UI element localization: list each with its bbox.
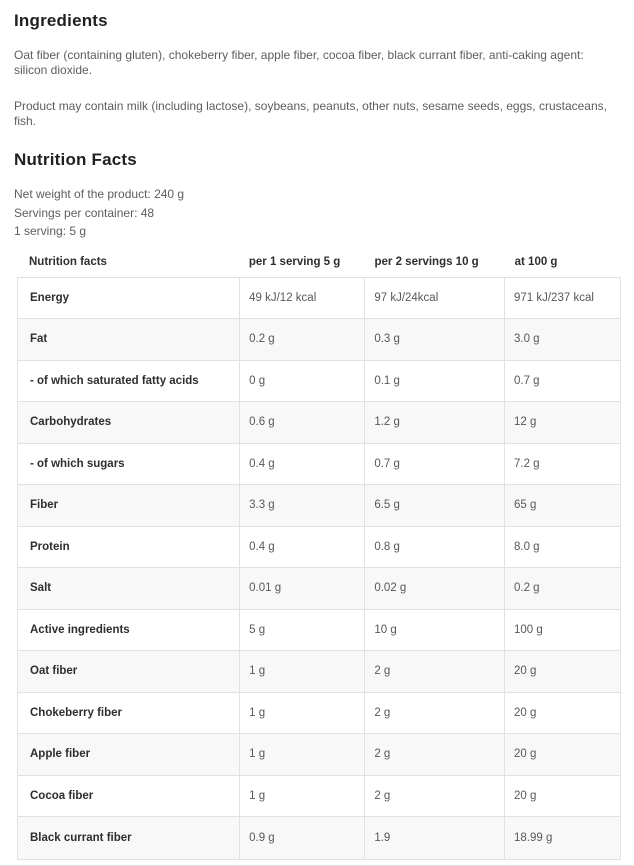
column-header-nutrition-facts: Nutrition facts: [29, 255, 107, 268]
nutrient-value-per-two-servings: 97 kJ/24kcal: [365, 277, 505, 318]
serving-info-block: Net weight of the product: 240 g Serving…: [14, 185, 620, 241]
nutrient-label: Energy: [18, 277, 241, 318]
nutrient-value-per-serving: 5 g: [240, 609, 366, 650]
nutrient-value-per-100g: 7.2 g: [513, 457, 540, 470]
serving-size-text: 1 serving: 5 g: [14, 224, 87, 238]
nutrient-value-per-two-servings: 0.02 g: [365, 568, 505, 609]
bottom-divider: [0, 864, 634, 866]
nutrient-value-per-two-servings: 0.7 g: [365, 443, 505, 484]
nutrient-value-per-two-servings: 2 g: [365, 692, 505, 733]
nutrient-label: Apple fiber: [18, 734, 241, 775]
nutrient-value-per-100g: 18.99 g: [513, 831, 553, 844]
nutrient-value-per-two-servings: 0.1 g: [365, 360, 505, 401]
nutrient-value-per-serving: 0.9 g: [240, 817, 366, 859]
nutrient-value-per-100g: 20 g: [513, 665, 537, 678]
nutrient-value-per-serving: 1 g: [240, 775, 366, 816]
table-row: Black currant fiber 0.9 g 1.9 18.99 g: [18, 817, 620, 859]
nutrient-label: Oat fiber: [18, 651, 241, 692]
nutrient-value-per-serving: 3.3 g: [240, 485, 366, 526]
ingredients-composition-text: Oat fiber (containing gluten), chokeberr…: [14, 48, 584, 77]
nutrient-label: Active ingredients: [18, 609, 241, 650]
table-row: Fiber 3.3 g 6.5 g 65 g: [18, 485, 620, 527]
table-row: Protein 0.4 g 0.8 g 8.0 g: [18, 526, 620, 568]
nutrient-value-per-serving: 0.01 g: [240, 568, 366, 609]
nutrient-value-per-100g: 65 g: [513, 499, 537, 512]
table-row: - of which saturated fatty acids 0 g 0.1 g…: [18, 360, 620, 402]
nutrient-value-per-100g: 12 g: [513, 416, 537, 429]
nutrient-value-per-100g: 100 g: [513, 623, 543, 636]
nutrient-value-per-serving: 1 g: [240, 692, 366, 733]
nutrient-value-per-serving: 49 kJ/12 kcal: [240, 277, 366, 318]
nutrient-value-per-two-servings: 6.5 g: [365, 485, 505, 526]
table-row: Carbohydrates 0.6 g 1.2 g 12 g: [18, 402, 620, 444]
nutrition-table-section: Nutrition facts per 1 serving 5 g per 2 …: [17, 256, 621, 860]
nutrient-value-per-100g: 0.2 g: [513, 582, 540, 595]
nutrient-value-per-two-servings: 1.9: [365, 817, 505, 859]
nutrient-value-per-serving: 0.2 g: [240, 319, 366, 360]
nutrition-table-header-row: Nutrition facts per 1 serving 5 g per 2 …: [17, 256, 621, 268]
nutrient-label: Cocoa fiber: [18, 775, 241, 816]
nutrient-value-per-two-servings: 1.2 g: [365, 402, 505, 443]
nutrient-value-per-two-servings: 10 g: [365, 609, 505, 650]
nutrient-value-per-100g: 20 g: [513, 706, 537, 719]
nutrient-label: Carbohydrates: [18, 402, 241, 443]
nutrient-label: Fiber: [18, 485, 241, 526]
servings-per-container-text: Servings per container: 48: [14, 205, 155, 220]
table-row: - of which sugars 0.4 g 0.7 g 7.2 g: [18, 443, 620, 485]
nutrient-label: Salt: [18, 568, 241, 609]
nutrient-value-per-100g: 20 g: [513, 789, 537, 802]
table-row: Salt 0.01 g 0.02 g 0.2 g: [18, 568, 620, 610]
nutrient-value-per-100g: 3.0 g: [513, 333, 540, 346]
nutrient-value-per-serving: 0 g: [240, 360, 366, 401]
nutrient-value-per-100g: 0.7 g: [513, 374, 540, 387]
column-header-per-two-servings: per 2 servings 10 g: [374, 255, 479, 268]
nutrient-value-per-two-servings: 0.3 g: [365, 319, 505, 360]
column-header-per-serving: per 1 serving 5 g: [248, 255, 341, 268]
nutrient-label: Chokeberry fiber: [18, 692, 241, 733]
nutrient-label: - of which saturated fatty acids: [18, 360, 241, 401]
nutrient-value-per-two-servings: 0.8 g: [365, 526, 505, 567]
nutrient-value-per-100g: 20 g: [513, 748, 537, 761]
nutrient-label: Fat: [18, 319, 241, 360]
nutrient-value-per-serving: 0.6 g: [240, 402, 366, 443]
nutrient-value-per-serving: 1 g: [240, 734, 366, 775]
nutrient-value-per-two-servings: 2 g: [365, 775, 505, 816]
net-weight-text: Net weight of the product: 240 g: [14, 187, 185, 201]
nutrient-value-per-two-servings: 2 g: [365, 651, 505, 692]
nutrient-label: Black currant fiber: [18, 817, 241, 859]
nutrient-value-per-serving: 0.4 g: [240, 443, 366, 484]
nutrient-value-per-two-servings: 2 g: [365, 734, 505, 775]
nutrition-table: Energy 49 kJ/12 kcal 97 kJ/24kcal 971 kJ/23…: [17, 276, 621, 860]
nutrient-value-per-serving: 0.4 g: [240, 526, 366, 567]
nutrient-value-per-serving: 1 g: [240, 651, 366, 692]
nutrition-facts-title: Nutrition Facts: [14, 150, 137, 169]
table-row: Energy 49 kJ/12 kcal 97 kJ/24kcal 971 kJ/23…: [18, 277, 620, 319]
nutrient-label: Protein: [18, 526, 241, 567]
allergen-warning-text: Product may contain milk (including lact…: [14, 99, 607, 128]
nutrient-value-per-100g: 8.0 g: [513, 540, 540, 553]
nutrient-value-per-100g: 971 kJ/237 kcal: [513, 291, 594, 304]
table-row: Fat 0.2 g 0.3 g 3.0 g: [18, 319, 620, 361]
ingredients-title: Ingredients: [14, 11, 108, 30]
table-row: Active ingredients 5 g 10 g 100 g: [18, 609, 620, 651]
nutrient-label: - of which sugars: [18, 443, 241, 484]
column-header-per-100g: at 100 g: [514, 255, 558, 268]
